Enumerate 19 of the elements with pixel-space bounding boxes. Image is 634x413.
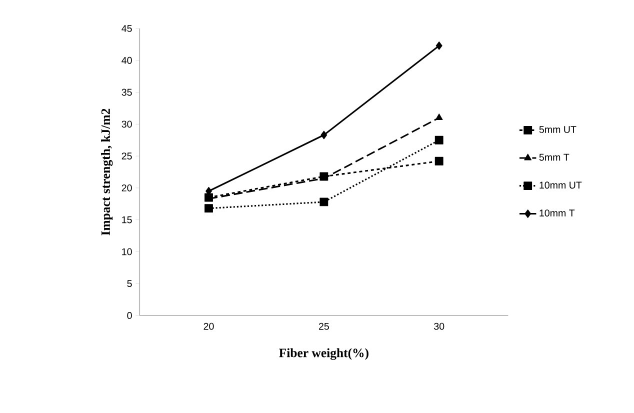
legend-label: 5mm UT — [539, 126, 576, 134]
y-tick-label: 20 — [122, 184, 132, 192]
y-tick-label: 10 — [122, 248, 132, 256]
y-axis-title: Impact strength, kJ/m2 — [101, 108, 113, 236]
y-tick-label: 25 — [122, 152, 132, 160]
y-tick-label: 45 — [122, 25, 132, 32]
x-tick-label: 30 — [434, 322, 444, 330]
legend-label: 10mm UT — [540, 182, 582, 189]
legend-label: 5mm T — [539, 154, 570, 161]
x-axis-title: Fiber weight(%) — [279, 348, 368, 360]
y-tick-label: 0 — [127, 312, 132, 320]
y-tick-label: 30 — [122, 120, 132, 128]
x-tick-label: 25 — [318, 322, 329, 330]
y-tick-label: 35 — [122, 88, 132, 96]
x-tick-label: 20 — [204, 322, 214, 330]
y-tick-label: 40 — [122, 57, 132, 64]
y-tick-label: 5 — [127, 280, 132, 288]
y-tick-label: 15 — [122, 216, 132, 224]
legend-label: 10mm T — [540, 210, 575, 217]
